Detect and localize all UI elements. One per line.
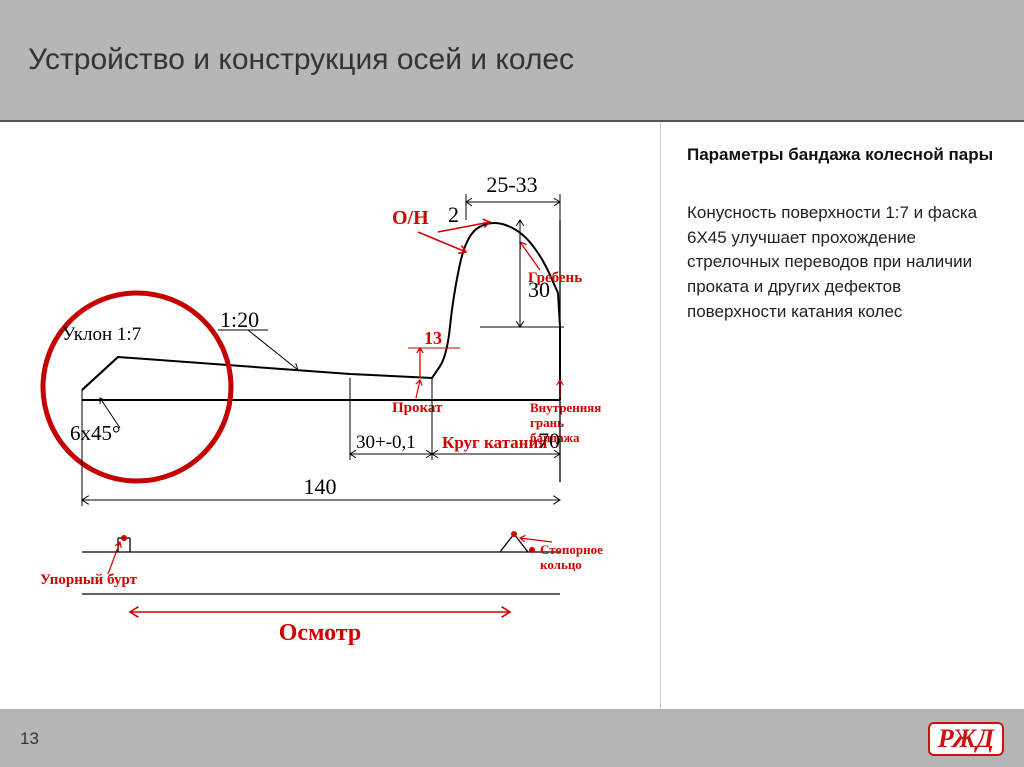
svg-text:Прокат: Прокат [392, 400, 443, 416]
svg-text:70: 70 [538, 428, 560, 453]
wheel-profile-diagram: Уклон 1:76х45°1:20О/Н225-33Гребень3013Пр… [0, 122, 660, 682]
content-area: Уклон 1:76х45°1:20О/Н225-33Гребень3013Пр… [0, 120, 1024, 709]
svg-text:2: 2 [448, 202, 459, 227]
slide-footer: 13 РЖД [0, 709, 1024, 767]
svg-text:Упорный бурт: Упорный бурт [40, 572, 138, 588]
svg-text:Уклон 1:7: Уклон 1:7 [62, 324, 141, 345]
diagram-pane: Уклон 1:76х45°1:20О/Н225-33Гребень3013Пр… [0, 122, 661, 709]
side-panel: Параметры бандажа колесной пары Конуснос… [661, 122, 1024, 709]
svg-text:1:20: 1:20 [220, 307, 259, 332]
side-body: Конусность поверхности 1:7 и фаска 6Х45 … [687, 201, 998, 324]
svg-text:Внутренняя: Внутренняя [530, 400, 601, 415]
page-number: 13 [20, 729, 39, 749]
svg-text:6х45°: 6х45° [70, 421, 120, 445]
slide-header: Устройство и конструкция осей и колес [0, 0, 1024, 120]
svg-text:25-33: 25-33 [486, 172, 537, 197]
svg-text:Осмотр: Осмотр [279, 620, 361, 646]
svg-text:кольцо: кольцо [540, 557, 582, 572]
side-title: Параметры бандажа колесной пары [687, 144, 998, 167]
svg-text:13: 13 [424, 328, 442, 348]
svg-text:30+-0,1: 30+-0,1 [356, 432, 416, 453]
svg-text:Стопорное: Стопорное [540, 542, 603, 557]
slide-title: Устройство и конструкция осей и колес [28, 43, 574, 77]
svg-text:О/Н: О/Н [392, 207, 429, 229]
svg-text:140: 140 [304, 474, 337, 499]
rzd-logo: РЖД [928, 722, 1004, 756]
svg-text:30: 30 [528, 277, 550, 302]
svg-text:Круг катания: Круг катания [442, 433, 547, 452]
